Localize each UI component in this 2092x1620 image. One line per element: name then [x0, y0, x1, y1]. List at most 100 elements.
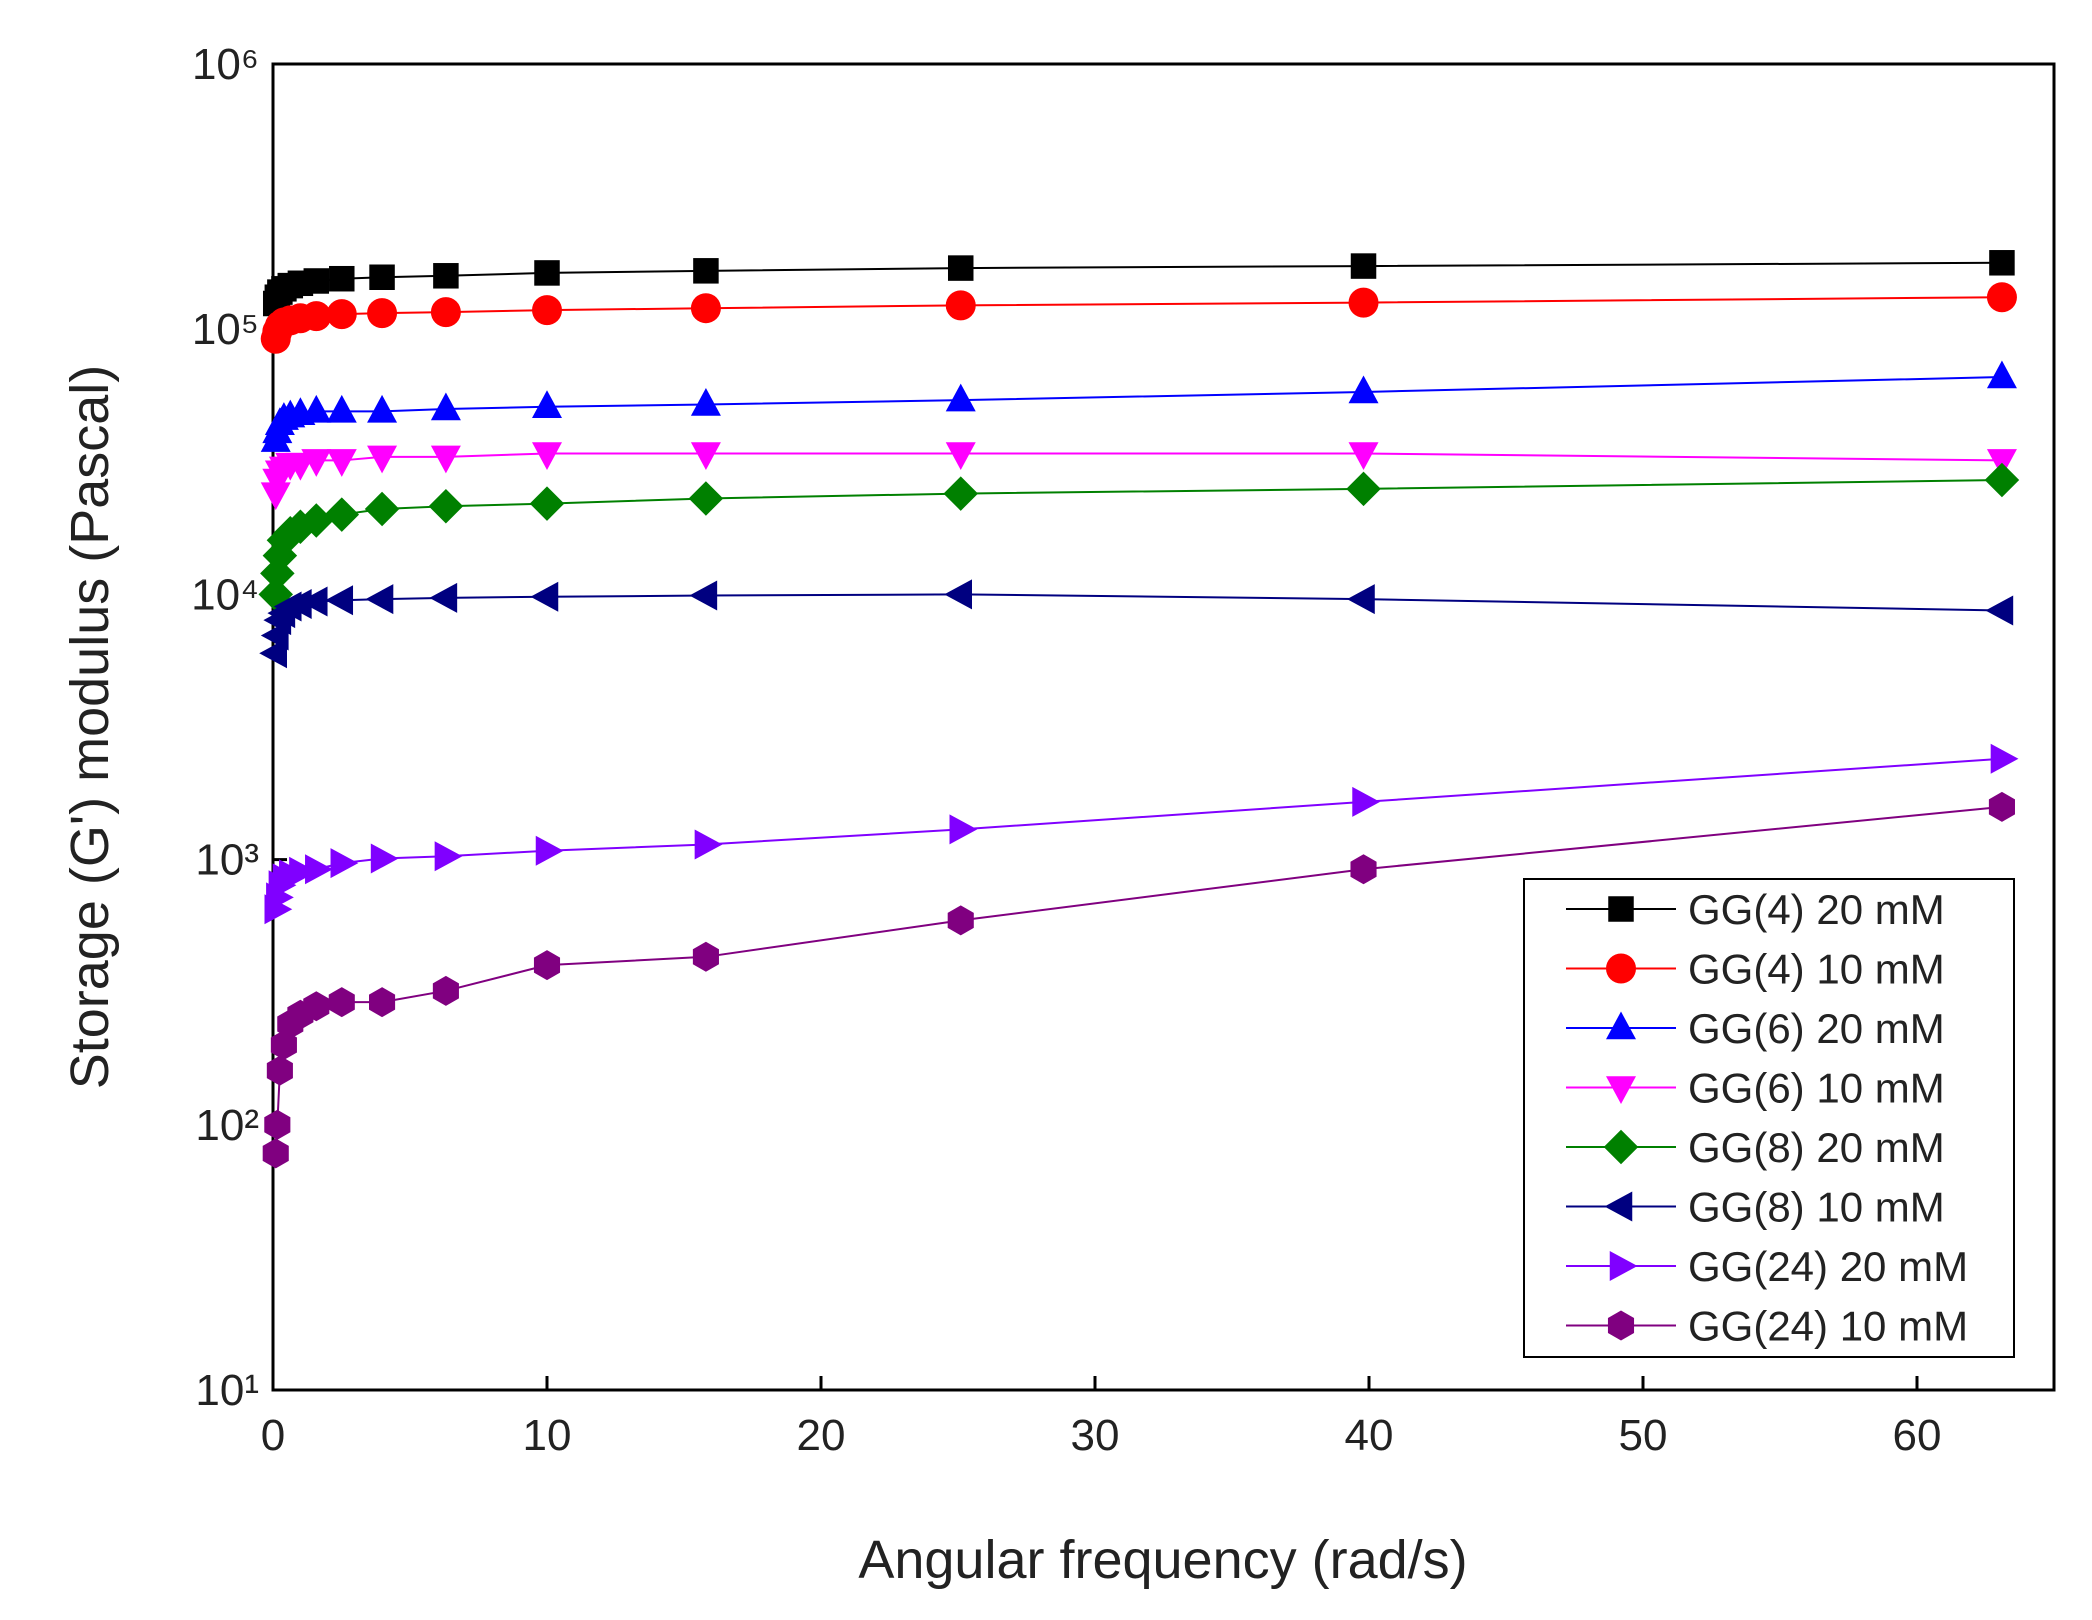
marker [430, 445, 461, 474]
marker [692, 941, 719, 972]
x-tick-label: 30 [1071, 1411, 1120, 1460]
marker [367, 445, 398, 474]
marker [328, 987, 355, 1018]
marker [1986, 360, 2017, 389]
x-tick-label: 40 [1345, 1411, 1394, 1460]
marker [945, 290, 976, 321]
x-tick-label: 0 [261, 1411, 285, 1460]
marker [693, 258, 719, 284]
marker [532, 390, 562, 419]
marker [1350, 253, 1377, 279]
marker [301, 394, 332, 423]
marker [365, 584, 394, 615]
legend-label: GG(4) 20 mM [1688, 886, 1945, 933]
marker [369, 264, 395, 290]
marker [532, 442, 562, 470]
marker [1603, 1129, 1639, 1165]
marker [690, 388, 721, 416]
marker [1989, 250, 2015, 276]
marker [1606, 1076, 1636, 1104]
x-tick-label: 20 [797, 1411, 846, 1460]
y-tick-label: 10⁴ [191, 570, 259, 619]
marker [266, 1055, 293, 1086]
marker [1608, 896, 1634, 922]
marker [301, 301, 332, 332]
legend-label: GG(6) 10 mM [1688, 1065, 1945, 1112]
marker [299, 503, 334, 538]
marker [690, 293, 721, 324]
legend-label: GG(8) 20 mM [1688, 1124, 1945, 1171]
marker [945, 442, 976, 470]
marker [1348, 287, 1379, 318]
marker [947, 905, 974, 936]
marker [326, 299, 357, 330]
marker [1347, 584, 1375, 615]
marker [694, 829, 723, 860]
x-axis-title: Angular frequency (rad/s) [858, 1530, 1467, 1590]
marker [1985, 595, 2014, 626]
marker [262, 1138, 289, 1169]
marker [370, 843, 399, 874]
marker [1606, 953, 1636, 984]
marker [1609, 1251, 1638, 1281]
y-axis-title: Storage (G') modulus (Pascal) [60, 365, 120, 1090]
marker [299, 586, 328, 617]
marker [533, 950, 561, 981]
marker [301, 449, 332, 477]
marker [1607, 1310, 1635, 1341]
marker [1352, 786, 1381, 817]
marker [432, 975, 459, 1006]
legend-label: GG(8) 10 mM [1688, 1184, 1945, 1231]
marker [1984, 462, 2020, 498]
marker [428, 488, 464, 524]
marker [289, 856, 317, 887]
marker [433, 263, 459, 289]
marker [303, 268, 330, 294]
marker [330, 848, 359, 879]
legend-label: GG(24) 20 mM [1688, 1243, 1968, 1290]
marker [689, 580, 718, 611]
series-line [274, 479, 2002, 595]
y-tick-label: 10³ [195, 836, 259, 885]
series-line [274, 376, 2002, 441]
marker [329, 265, 355, 292]
marker [949, 814, 978, 845]
marker [430, 297, 461, 328]
marker [535, 835, 564, 866]
marker [369, 987, 396, 1018]
legend-box [1523, 878, 2015, 1358]
marker [945, 383, 976, 412]
plot-frame [271, 62, 2056, 1392]
x-tick-label: 60 [1893, 1411, 1942, 1460]
marker [1990, 743, 2019, 774]
marker [943, 476, 978, 511]
marker [367, 298, 398, 329]
marker [1350, 854, 1377, 885]
marker [429, 582, 458, 613]
marker [367, 394, 398, 423]
marker [1348, 442, 1379, 470]
marker [1988, 791, 2015, 822]
marker [529, 486, 565, 521]
legend-label: GG(4) 10 mM [1688, 946, 1945, 993]
marker [364, 491, 400, 527]
y-tick-label: 10¹ [195, 1366, 259, 1415]
marker [947, 255, 974, 281]
series-line [274, 452, 2002, 494]
marker [325, 585, 354, 616]
marker [1986, 282, 2017, 313]
marker [1606, 1011, 1636, 1040]
marker [1604, 1191, 1633, 1222]
marker [326, 394, 357, 423]
marker [1346, 471, 1381, 507]
y-tick-label: 10² [195, 1101, 259, 1150]
x-tick-label: 10 [523, 1411, 572, 1460]
marker [1348, 375, 1379, 404]
marker [534, 260, 560, 286]
marker [303, 991, 330, 1022]
marker [690, 442, 721, 470]
marker [430, 392, 461, 421]
y-tick-label: 10⁶ [192, 40, 259, 89]
marker [530, 581, 559, 612]
marker [532, 295, 562, 326]
